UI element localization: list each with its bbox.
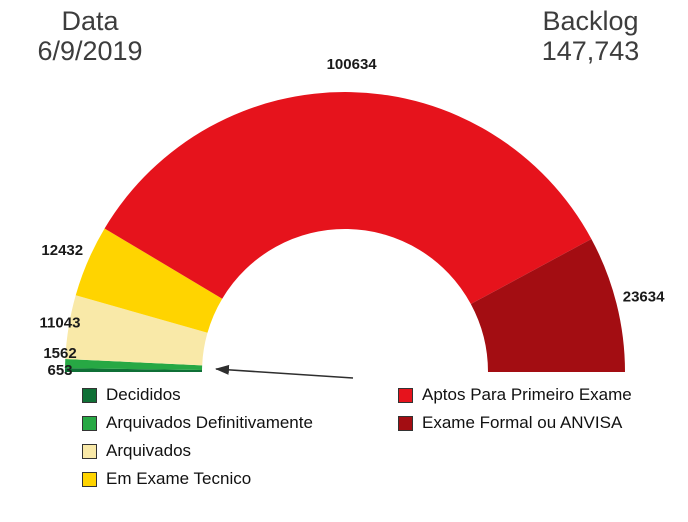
backlog-label: Backlog: [542, 6, 639, 36]
legend-item-arquivados[interactable]: Arquivados: [82, 437, 313, 465]
legend-label-arquivados: Arquivados: [106, 441, 192, 460]
value-label: 1562: [43, 345, 76, 362]
chart-slices: [65, 92, 625, 372]
legend-swatch-decididos: [82, 387, 97, 403]
legend-swatch-aptos-para-primeiro-exame: [398, 387, 413, 403]
legend-label-exame-formal-ou-anvisa: Exame Formal ou ANVISA: [422, 413, 623, 432]
legend-label-aptos-para-primeiro-exame: Aptos Para Primeiro Exame: [422, 385, 632, 404]
value-label: 100634: [327, 56, 378, 73]
slice-decididos[interactable]: [65, 368, 203, 372]
value-label: 653: [47, 362, 72, 379]
legend-item-exame-formal-ou-anvisa[interactable]: Exame Formal ou ANVISA: [398, 409, 632, 437]
legend: Decididos Arquivados Definitivamente Arq…: [0, 381, 688, 511]
value-label: 23634: [623, 289, 665, 306]
slice-arquivados[interactable]: [65, 295, 208, 366]
legend-item-arquivados-definitivamente[interactable]: Arquivados Definitivamente: [82, 409, 313, 437]
slice-aptos-para-primeiro-exame[interactable]: [104, 92, 592, 305]
legend-item-em-exame-tecnico[interactable]: Em Exame Tecnico: [82, 465, 313, 493]
legend-swatch-em-exame-tecnico: [82, 471, 97, 487]
legend-label-em-exame-tecnico: Em Exame Tecnico: [106, 469, 252, 488]
value-label: 11043: [40, 314, 81, 331]
slice-arquivados-definitivamente[interactable]: [65, 359, 203, 371]
legend-item-aptos-para-primeiro-exame[interactable]: Aptos Para Primeiro Exame: [398, 381, 632, 409]
backlog-block: Backlog 147,743: [503, 6, 678, 66]
legend-swatch-arquivados: [82, 443, 97, 459]
value-label: 12432: [41, 242, 83, 259]
legend-swatch-exame-formal-ou-anvisa: [398, 415, 413, 431]
slice-em-exame-tecnico[interactable]: [75, 228, 223, 333]
annotation-arrow: [215, 364, 354, 379]
legend-swatch-arquivados-definitivamente: [82, 415, 97, 431]
legend-item-decididos[interactable]: Decididos: [82, 381, 313, 409]
date-block: Data 6/9/2019: [20, 6, 160, 66]
legend-column-left: Decididos Arquivados Definitivamente Arq…: [82, 381, 313, 493]
date-value: 6/9/2019: [37, 36, 143, 67]
legend-label-arquivados-definitivamente: Arquivados Definitivamente: [106, 413, 313, 432]
backlog-value: 147,743: [541, 36, 640, 67]
slice-exame-formal-ou-anvisa[interactable]: [470, 238, 625, 372]
legend-column-right: Aptos Para Primeiro Exame Exame Formal o…: [398, 381, 632, 437]
legend-label-decididos: Decididos: [106, 385, 181, 404]
date-label: Data: [61, 6, 119, 36]
